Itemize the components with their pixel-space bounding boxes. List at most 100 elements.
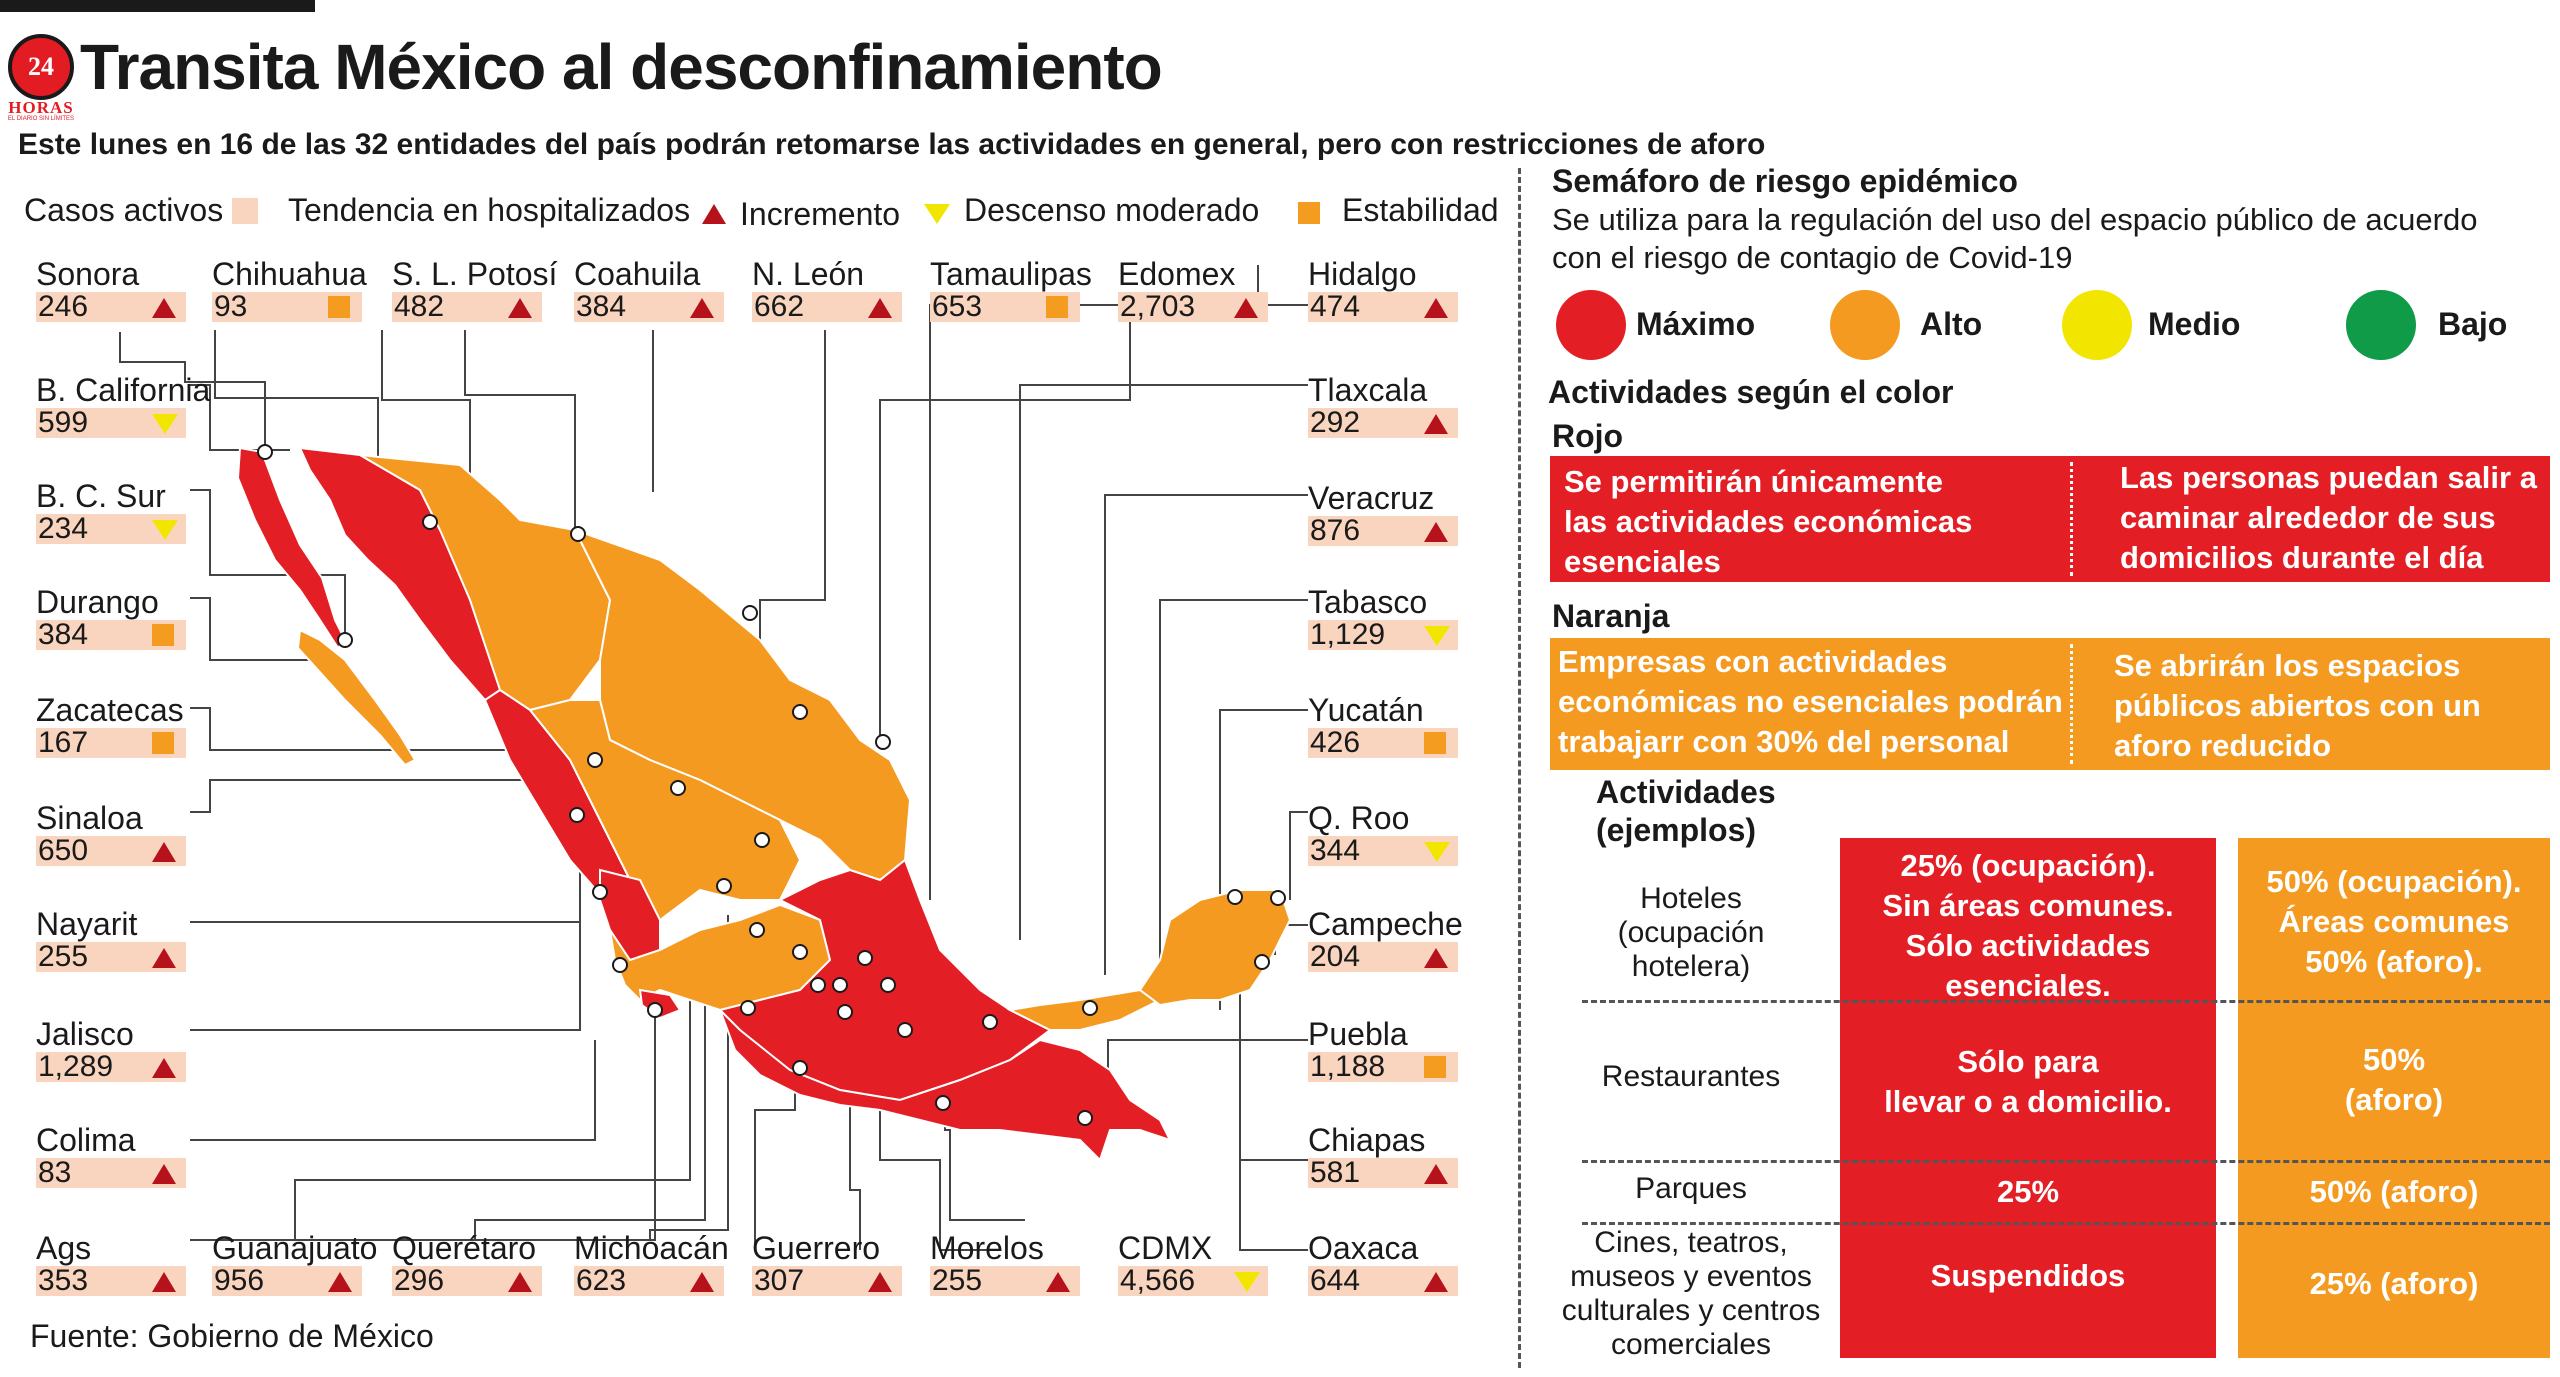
legend-stability: Estabilidad xyxy=(1342,192,1499,228)
page-subtitle: Este lunes en 16 de las 32 entidades del… xyxy=(18,128,1766,161)
south-red-shape xyxy=(719,1009,1172,1162)
cines-red-cell: Suspendidos xyxy=(1840,1256,2216,1296)
increase-triangle-icon xyxy=(508,1272,532,1292)
cell-line: Suspendidos xyxy=(1930,1258,2126,1293)
state-name: B. California xyxy=(36,372,211,408)
decrease-triangle-icon xyxy=(1234,1272,1260,1292)
naranja-left-line: Empresas con actividades xyxy=(1558,644,1948,679)
state-name: Tabasco xyxy=(1308,584,1428,620)
state-name: Edomex xyxy=(1118,256,1236,292)
rojo-right-text: Las personas puedan salir a caminar alre… xyxy=(2120,458,2537,578)
stability-square-icon xyxy=(328,296,350,318)
active-cases-value: 426 xyxy=(1310,726,1361,759)
stability-square-icon xyxy=(1424,1056,1446,1078)
row-label-parques: Parques xyxy=(1582,1172,1800,1206)
increase-triangle-icon xyxy=(328,1272,352,1292)
decrease-triangle-icon xyxy=(1424,842,1450,862)
naranja-divider xyxy=(2070,644,2073,764)
state-name: Jalisco xyxy=(36,1016,134,1052)
naranja-right-text: Se abrirán los espacios públicos abierto… xyxy=(2114,646,2481,766)
active-cases-value: 93 xyxy=(214,290,248,323)
hoteles-orange-cell: 50% (ocupación). Áreas comunes 50% (afor… xyxy=(2238,862,2550,982)
state-name: B. C. Sur xyxy=(36,478,166,514)
cell-line: 25% xyxy=(1996,1174,2060,1209)
increase-triangle-icon xyxy=(152,842,176,862)
active-cases-value: 296 xyxy=(394,1264,445,1297)
increase-triangle-icon xyxy=(1424,948,1448,968)
cell-line: Áreas comunes xyxy=(2278,904,2510,939)
decrease-triangle-icon xyxy=(152,414,178,434)
legend-increase: Incremento xyxy=(740,196,901,232)
state-name: Guanajuato xyxy=(212,1230,378,1266)
naranja-right-line: públicos abiertos con un xyxy=(2114,688,2481,723)
semaforo-desc-1: Se utiliza para la regulación del uso de… xyxy=(1552,202,2478,237)
rojo-right-line: caminar alrededor de sus xyxy=(2120,500,2496,535)
restaurantes-red-cell: Sólo para llevar o a domicilio. xyxy=(1840,1042,2216,1122)
increase-triangle-icon xyxy=(152,1164,176,1184)
cell-line: 50% (aforo) xyxy=(2309,1174,2479,1209)
stability-square-icon xyxy=(152,624,174,646)
level-medium-label: Medio xyxy=(2148,306,2241,342)
logo-word: HORAS xyxy=(8,98,74,117)
active-cases-value: 255 xyxy=(38,940,89,973)
yellow-level-circle xyxy=(2062,290,2132,360)
cell-line: 50% xyxy=(2362,1042,2426,1077)
active-cases-value: 167 xyxy=(38,726,89,759)
legend-trend: Tendencia en hospitalizados xyxy=(288,192,691,228)
active-cases-value: 246 xyxy=(38,290,89,323)
active-cases-value: 581 xyxy=(1310,1156,1361,1189)
state-name: N. León xyxy=(752,256,865,292)
parques-red-cell: 25% xyxy=(1840,1172,2216,1212)
state-name: Oaxaca xyxy=(1308,1230,1419,1266)
active-cases-value: 83 xyxy=(38,1156,72,1189)
naranja-heading: Naranja xyxy=(1552,598,1670,634)
cell-line: 50% (ocupación). xyxy=(2266,864,2522,899)
active-cases-value: 384 xyxy=(38,618,89,651)
orange-level-circle xyxy=(1830,290,1900,360)
state-name: Ags xyxy=(36,1230,92,1266)
active-cases-value: 482 xyxy=(394,290,445,323)
parques-orange-cell: 50% (aforo) xyxy=(2238,1172,2550,1212)
increase-triangle-icon xyxy=(690,298,714,318)
rojo-left-line: las actividades económicas xyxy=(1564,504,1973,539)
active-cases-value: 307 xyxy=(754,1264,805,1297)
naranja-left-line: económicas no esenciales podrán xyxy=(1558,684,2063,719)
panel-divider xyxy=(1518,168,1521,1368)
increase-triangle-icon xyxy=(508,298,532,318)
active-cases-value: 204 xyxy=(1310,940,1361,973)
cell-line: 25% (ocupación). xyxy=(1900,848,2156,883)
stability-square-icon xyxy=(152,732,174,754)
row-label-line: Restaurantes xyxy=(1601,1060,1781,1093)
increase-triangle-icon xyxy=(152,948,176,968)
decrease-triangle-icon xyxy=(152,520,178,540)
naranja-activities-box: Empresas con actividades económicas no e… xyxy=(1550,638,2550,770)
rojo-activities-box: Se permitirán únicamente las actividades… xyxy=(1550,456,2550,582)
active-cases-value: 599 xyxy=(38,406,89,439)
active-cases-value: 956 xyxy=(214,1264,265,1297)
decrease-triangle-icon xyxy=(1424,626,1450,646)
active-cases-value: 353 xyxy=(38,1264,89,1297)
yucatan-shape xyxy=(1138,889,1292,1007)
active-cases-value: 292 xyxy=(1310,406,1361,439)
row-label-line: hotelera) xyxy=(1631,950,1751,983)
active-cases-value: 1,289 xyxy=(38,1050,114,1083)
state-name: Morelos xyxy=(930,1230,1044,1266)
active-cases-value: 650 xyxy=(38,834,89,867)
cell-line: Sin áreas comunes. xyxy=(1882,888,2174,923)
increase-triangle-icon xyxy=(1046,1272,1070,1292)
logo-number: 24 xyxy=(28,52,54,81)
cell-line: Sólo para xyxy=(1957,1044,2099,1079)
state-name: Durango xyxy=(36,584,159,620)
hoteles-red-cell: 25% (ocupación). Sin áreas comunes. Sólo… xyxy=(1840,846,2216,1006)
state-name: Chiapas xyxy=(1308,1122,1426,1158)
baja-california-sur-shape xyxy=(296,628,417,767)
rojo-left-line: Se permitirán únicamente xyxy=(1564,464,1944,499)
row-label-line: Hoteles xyxy=(1640,882,1742,915)
row-label-restaurantes: Restaurantes xyxy=(1582,1060,1800,1094)
naranja-left-text: Empresas con actividades económicas no e… xyxy=(1558,642,2063,762)
increase-triangle-icon xyxy=(1234,298,1258,318)
state-name: Campeche xyxy=(1308,906,1463,942)
rojo-heading: Rojo xyxy=(1552,418,1624,454)
top-bar xyxy=(0,0,315,12)
state-name: Chihuahua xyxy=(212,256,367,292)
